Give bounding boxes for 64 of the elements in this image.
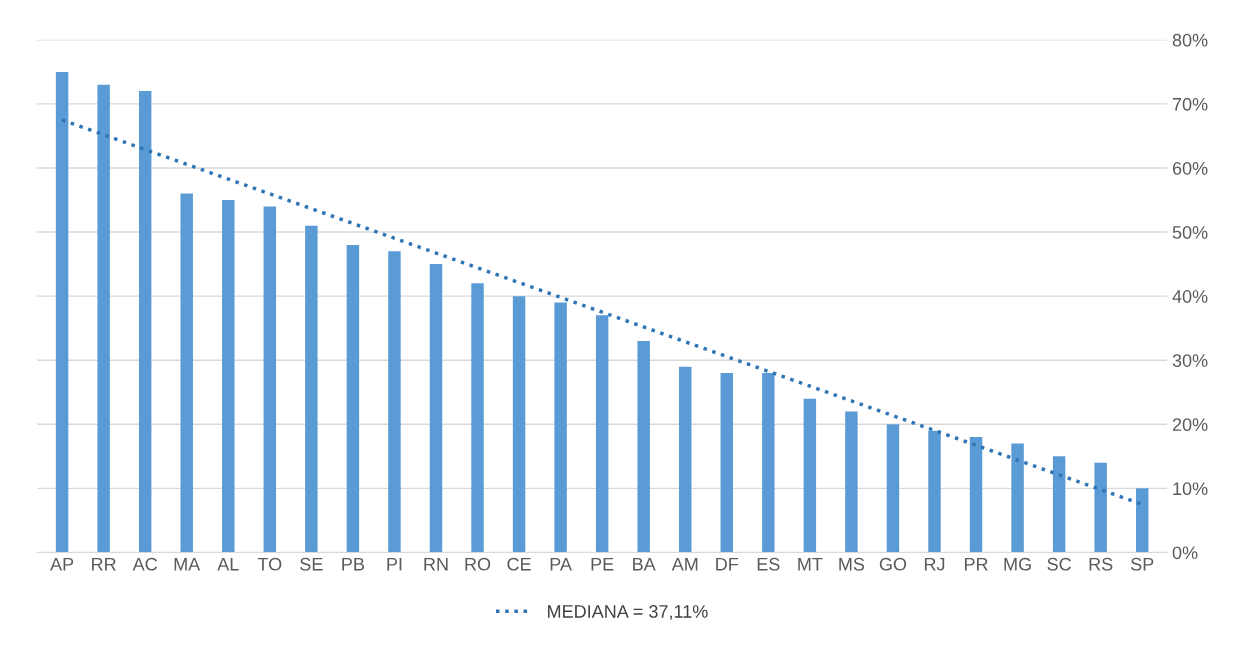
- bar: [969, 437, 983, 553]
- y-tick-label: 80%: [1172, 33, 1208, 47]
- x-tick-label: PB: [342, 557, 364, 571]
- x-tick-label: RJ: [924, 557, 945, 571]
- x-tick-label: PI: [387, 557, 402, 571]
- bar: [180, 193, 193, 553]
- x-tick-label: AP: [50, 557, 74, 571]
- bar: [138, 91, 152, 553]
- y-tick-label: 0%: [1172, 546, 1198, 560]
- x-tick-label: GO: [879, 557, 907, 571]
- bar: [263, 206, 277, 553]
- x-tick-label: RO: [465, 557, 491, 571]
- x-tick-label: SC: [1047, 557, 1071, 571]
- legend-label: MEDIANA = 37,11%: [548, 605, 708, 620]
- x-tick-label: SE: [300, 557, 323, 571]
- bar: [720, 373, 734, 553]
- x-tick-label: RN: [424, 557, 448, 571]
- x-tick-label: AM: [671, 557, 698, 571]
- x-tick-label: PE: [591, 557, 614, 571]
- y-tick-label: 30%: [1172, 354, 1208, 367]
- x-tick-label: ES: [757, 557, 780, 571]
- x-tick-label: DF: [716, 557, 739, 571]
- bar: [803, 398, 817, 553]
- x-tick-label: RS: [1089, 557, 1113, 571]
- bar: [595, 315, 609, 553]
- x-tick-label: PA: [550, 557, 572, 571]
- bar: [346, 244, 360, 553]
- x-tick-label: MA: [174, 557, 201, 571]
- x-tick-label: MG: [1004, 557, 1031, 571]
- bar: [512, 296, 526, 553]
- x-tick-label: CE: [507, 557, 531, 571]
- x-tick-label: MT: [798, 557, 823, 571]
- bar: [429, 264, 443, 553]
- bar: [845, 411, 858, 553]
- bar: [886, 424, 900, 553]
- bar: [637, 341, 650, 553]
- bar: [1052, 456, 1066, 553]
- bar: [222, 200, 235, 553]
- bar: [305, 225, 318, 553]
- bar: [762, 373, 775, 553]
- y-tick-label: 60%: [1172, 161, 1208, 175]
- bar: [388, 251, 401, 553]
- bar: [471, 283, 484, 553]
- y-tick-label: 50%: [1172, 226, 1208, 239]
- x-tick-label: RR: [92, 557, 116, 571]
- x-tick-label: AL: [217, 557, 239, 571]
- x-tick-label: BA: [633, 557, 656, 571]
- bar: [679, 366, 692, 553]
- bar: [55, 71, 69, 553]
- y-tick-label: 10%: [1173, 482, 1208, 496]
- bar: [928, 430, 941, 553]
- x-tick-label: SP: [1130, 557, 1154, 571]
- x-tick-label: TO: [257, 557, 282, 571]
- bar: [1011, 443, 1024, 553]
- y-tick-label: 40%: [1172, 290, 1208, 303]
- x-tick-label: MS: [839, 557, 865, 571]
- y-tick-label: 20%: [1172, 418, 1208, 432]
- y-tick-label: 70%: [1172, 97, 1208, 111]
- bar: [1094, 462, 1107, 553]
- bar: [1135, 488, 1149, 553]
- bar: [554, 302, 567, 553]
- bar: [97, 84, 110, 553]
- x-tick-label: AC: [132, 557, 158, 571]
- x-tick-label: PR: [964, 557, 988, 571]
